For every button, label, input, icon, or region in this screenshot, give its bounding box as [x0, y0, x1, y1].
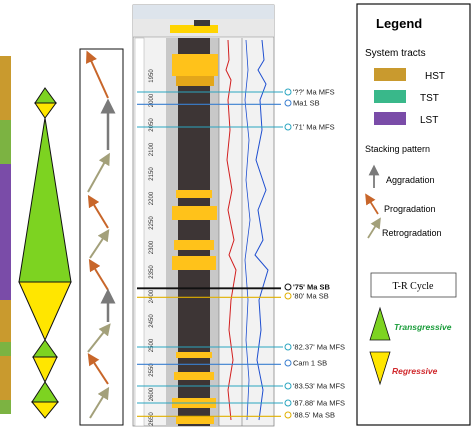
depth-tick-label: 2300: [149, 240, 155, 254]
surface-marker-icon: [284, 123, 292, 131]
stacking-label-retrogradation: Retrogradation: [382, 228, 442, 238]
well-log-panel: [132, 4, 275, 427]
tr-cycle-column: [18, 87, 72, 419]
surface-marker-icon: [284, 283, 292, 291]
surface-label: '80' Ma SB: [293, 292, 329, 301]
depth-tick-label: 2150: [149, 167, 155, 181]
stacking-pattern-column: [79, 48, 124, 426]
surface-marker-icon: [284, 411, 292, 419]
stacking-label-aggradation: Aggradation: [386, 175, 435, 185]
surface-label: Cam 1 SB: [293, 359, 327, 368]
tract-label-tst: TST: [420, 93, 439, 104]
surface-label: '82.37' Ma MFS: [293, 343, 345, 352]
legend-box: Legend System tracts HST TST LST Stackin…: [356, 3, 471, 426]
stacking-heading: Stacking pattern: [365, 144, 430, 154]
surface-marker-icon: [284, 99, 292, 107]
depth-tick-label: 2100: [149, 142, 155, 156]
depth-tick-label: 2200: [149, 191, 155, 205]
tract-swatch-lst: [374, 112, 406, 125]
surface-marker-icon: [284, 292, 292, 300]
surface-label: '75' Ma SB: [293, 283, 330, 292]
depth-tick-label: 2650: [149, 412, 155, 426]
stacking-label-progradation: Progradation: [384, 204, 436, 214]
depth-tick-label: 2450: [149, 314, 155, 328]
surface-label: '87.88' Ma MFS: [293, 399, 345, 408]
depth-tick-label: 2600: [149, 387, 155, 401]
regressive-triangle-icon: [369, 351, 391, 386]
surface-label: '??' Ma MFS: [293, 88, 335, 97]
depth-tick-label: 2350: [149, 265, 155, 279]
tract-swatch-hst: [374, 68, 406, 81]
surface-label: Ma1 SB: [293, 99, 320, 108]
surface-marker-icon: [284, 359, 292, 367]
depth-tick-label: 2000: [149, 93, 155, 107]
retrogradation-arrow-icon: [367, 217, 381, 239]
depth-tick-label: 2500: [149, 338, 155, 352]
surface-marker-icon: [284, 343, 292, 351]
tract-label-hst: HST: [425, 71, 445, 82]
tr-cycle-box: [370, 272, 457, 298]
transgressive-label: Transgressive: [394, 322, 452, 332]
system-tracts-heading: System tracts: [365, 48, 426, 59]
depth-tick-label: 2550: [149, 363, 155, 377]
depth-tick-label: 1950: [149, 69, 155, 83]
surface-marker-icon: [284, 88, 292, 96]
tract-label-lst: LST: [420, 115, 438, 126]
depth-tick-label: 2400: [149, 289, 155, 303]
regressive-label: Regressive: [392, 366, 438, 376]
surface-marker-icon: [284, 399, 292, 407]
legend-title: Legend: [376, 16, 422, 31]
progradation-arrow-icon: [365, 193, 379, 215]
transgressive-triangle-icon: [369, 306, 391, 341]
tr-cycle-label: T-R Cycle: [392, 281, 434, 292]
depth-ticks: 1950 2000 2050 2100 2150 2200 2250 2300 2350 2400…: [149, 69, 155, 426]
surface-label: '88.5' Ma SB: [293, 411, 335, 420]
surface-label: '71' Ma MFS: [293, 123, 335, 132]
surface-label: '83.53' Ma MFS: [293, 382, 345, 391]
system-tract-strip: [0, 56, 11, 414]
tract-swatch-tst: [374, 90, 406, 103]
surface-marker-icon: [284, 382, 292, 390]
depth-tick-label: 2250: [149, 216, 155, 230]
depth-tick-label: 2050: [149, 118, 155, 132]
